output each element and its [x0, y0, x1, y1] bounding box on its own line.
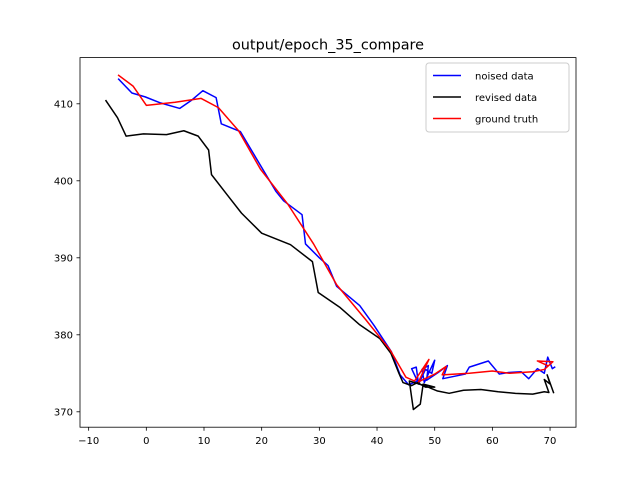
legend-label: revised data: [475, 93, 537, 104]
series-line-noised-data: [117, 78, 556, 386]
x-tick-label: 20: [255, 436, 268, 447]
legend-label: noised data: [475, 72, 534, 83]
series-line-ground-truth: [117, 74, 554, 383]
legend: noised data revised data ground truth: [425, 62, 570, 133]
y-axis: 370 380 390 400 410: [54, 99, 80, 418]
x-tick-label: 10: [198, 436, 211, 447]
x-axis: −10 0 10 20 30 40 50 60 70: [78, 427, 556, 447]
y-tick-label: 410: [54, 99, 73, 110]
x-tick-label: 40: [371, 436, 384, 447]
legend-label: ground truth: [475, 115, 538, 126]
series-layer: [104, 74, 556, 411]
y-tick-label: 370: [54, 407, 73, 418]
axes-frame: [79, 57, 577, 428]
x-tick-label: 30: [313, 436, 326, 447]
x-tick-label: 0: [143, 436, 149, 447]
x-tick-label: 60: [486, 436, 499, 447]
chart-title: output/epoch_35_compare: [232, 38, 424, 54]
legend-box: [425, 62, 570, 133]
x-tick-label: −10: [78, 436, 99, 447]
y-tick-label: 400: [54, 176, 73, 187]
y-tick-label: 380: [54, 330, 73, 341]
x-tick-label: 50: [428, 436, 441, 447]
x-tick-label: 70: [544, 436, 557, 447]
series-line-revised-data: [104, 99, 555, 411]
y-tick-label: 390: [54, 253, 73, 264]
